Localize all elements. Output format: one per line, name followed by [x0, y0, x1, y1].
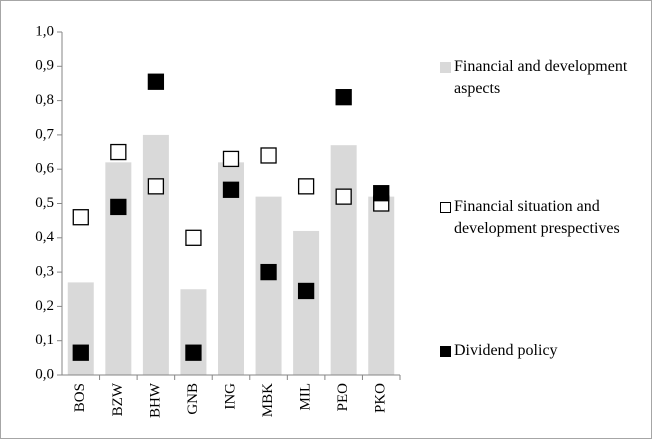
- marker: [72, 209, 89, 226]
- y-tick-label: 0,3: [35, 264, 54, 280]
- marker: [222, 150, 240, 168]
- legend-entry: Financial and development aspects: [440, 56, 650, 100]
- y-tick-label: 0,0: [35, 366, 54, 382]
- legend-label: Dividend policy: [454, 342, 558, 359]
- marker: [185, 229, 202, 246]
- marker: [185, 344, 202, 361]
- marker: [110, 143, 127, 161]
- marker: [335, 89, 352, 106]
- marker: [147, 73, 165, 90]
- marker: [297, 178, 315, 195]
- marker: [335, 188, 352, 205]
- x-tick-label: GNB: [185, 383, 201, 415]
- legend-entry: Financial situation and development pres…: [440, 196, 650, 240]
- marker: [260, 147, 277, 164]
- x-tick-label: BZW: [110, 382, 126, 416]
- bar: [180, 289, 207, 375]
- marker: [222, 181, 240, 198]
- legend-entry: Dividend policy: [440, 340, 650, 362]
- y-tick-label: 0,8: [35, 92, 54, 108]
- marker: [110, 198, 127, 216]
- legend-label: Financial situation and development pres…: [454, 198, 620, 237]
- marker: [297, 282, 315, 300]
- legend-swatch: [440, 202, 451, 213]
- x-tick-label: MIL: [298, 383, 314, 411]
- bar: [368, 196, 395, 375]
- x-tick-label: PEO: [335, 383, 351, 412]
- bar: [105, 162, 132, 375]
- legend-swatch: [440, 62, 451, 73]
- y-tick-label: 1,0: [35, 23, 54, 39]
- bar: [142, 134, 169, 375]
- y-tick-label: 0,6: [35, 161, 54, 177]
- y-tick-label: 0,2: [35, 298, 54, 314]
- x-tick-label: PKO: [373, 383, 389, 413]
- marker: [373, 185, 390, 202]
- x-tick-label: BHW: [147, 382, 163, 418]
- marker: [260, 263, 277, 281]
- marker: [72, 344, 89, 361]
- y-tick-label: 0,9: [35, 58, 54, 74]
- legend-swatch: [440, 346, 451, 357]
- bar: [67, 282, 94, 375]
- bar: [293, 230, 320, 375]
- y-tick-label: 0,1: [35, 332, 54, 348]
- bar: [330, 145, 357, 375]
- x-tick-label: MBK: [260, 383, 276, 417]
- y-tick-label: 0,7: [35, 126, 54, 142]
- y-tick-label: 0,5: [35, 195, 54, 211]
- legend-label: Financial and development aspects: [454, 58, 628, 97]
- marker: [147, 178, 165, 195]
- y-tick-label: 0,4: [35, 229, 54, 245]
- bar: [255, 196, 282, 375]
- x-tick-label: ING: [222, 383, 238, 410]
- x-tick-label: BOS: [72, 383, 88, 412]
